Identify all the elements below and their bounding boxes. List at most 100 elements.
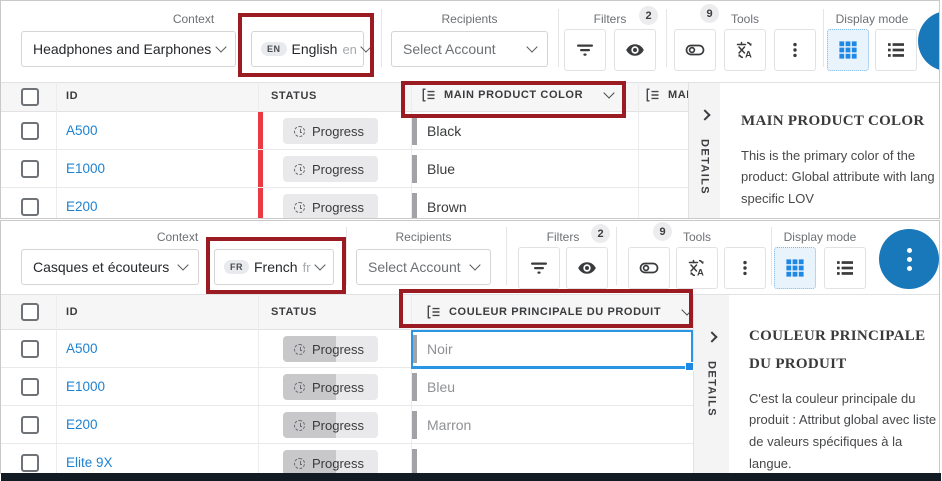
clock-icon (294, 163, 305, 175)
visibility-button[interactable] (566, 247, 608, 289)
row-checkbox[interactable] (21, 378, 39, 396)
color-column-header[interactable]: COULEUR PRINCIPALE DU PRODUIT (426, 304, 693, 319)
chevron-down-icon (314, 259, 326, 271)
recipients-select[interactable]: Select Account (391, 31, 548, 67)
status-text: Progress (312, 417, 365, 433)
dark-footer-bar (1, 473, 941, 481)
column-divider (56, 82, 57, 218)
filter-button[interactable] (518, 247, 560, 289)
id-column-header[interactable]: ID (66, 90, 79, 102)
grid-view-button[interactable] (827, 29, 869, 71)
clock-icon (294, 201, 305, 213)
chevron-down-icon (360, 41, 372, 53)
status-text: Progress (312, 199, 365, 215)
color-column-header[interactable]: MAIN PRODUCT COLOR (421, 87, 615, 102)
status-badge: Progress (283, 194, 378, 218)
product-id-link[interactable]: A500 (66, 341, 98, 356)
select-all-checkbox[interactable] (21, 303, 39, 321)
more-options-button[interactable] (774, 29, 816, 71)
filter-button[interactable] (564, 29, 606, 71)
locale-flag-badge: EN (261, 42, 287, 56)
details-panel: COULEUR PRINCIPALE DU PRODUIT C'est la c… (729, 294, 939, 473)
translate-button[interactable] (724, 29, 766, 71)
color-column-header-label: MAIN PRODUCT COLOR (444, 89, 584, 101)
filter-icon (575, 40, 595, 60)
status-badge: Progress (283, 118, 378, 144)
link-toggle-button[interactable] (674, 29, 716, 71)
link-toggle-button[interactable] (628, 247, 670, 289)
filters-label: Filters (546, 230, 580, 244)
id-column-header[interactable]: ID (66, 306, 79, 318)
color-cell[interactable]: Marron (427, 417, 472, 433)
product-id-link[interactable]: A500 (66, 123, 98, 138)
locale-name: English (291, 41, 338, 57)
list-view-button[interactable] (824, 247, 866, 289)
table-header-row (1, 294, 693, 330)
row-checkbox[interactable] (21, 160, 39, 178)
grid-view-icon (838, 40, 858, 60)
grid-panel-french: Context Casques et écouteurs FR French f… (0, 220, 940, 474)
color-cell[interactable]: Brown (427, 199, 467, 215)
row-checkbox[interactable] (21, 198, 39, 216)
status-text: Progress (312, 123, 365, 139)
row-checkbox[interactable] (21, 416, 39, 434)
cell-indicator-bar (412, 449, 417, 473)
recipients-select[interactable]: Select Account (356, 249, 491, 285)
context-select[interactable]: Casques et écouteurs (21, 249, 199, 285)
details-title: MAIN PRODUCT COLOR (741, 113, 925, 129)
clock-icon (294, 125, 305, 137)
list-view-button[interactable] (875, 29, 917, 71)
color-cell[interactable]: Blue (427, 161, 456, 177)
table-row: A500 Progress Black (1, 112, 688, 150)
toolbar-divider (558, 9, 559, 67)
locale-flag-badge: FR (224, 260, 249, 274)
product-id-link[interactable]: Elite 9X (66, 455, 113, 470)
translate-button[interactable] (676, 247, 718, 289)
row-checkbox[interactable] (21, 122, 39, 140)
column-divider (638, 82, 639, 218)
cell-indicator-bar (412, 193, 417, 218)
status-badge: Progress (283, 336, 378, 362)
color-cell[interactable]: Noir (427, 341, 453, 357)
floating-action-button[interactable] (879, 229, 939, 289)
product-id-link[interactable]: E1000 (66, 161, 106, 176)
details-tab-label[interactable]: DETAILS (698, 139, 711, 196)
cell-indicator-bar (412, 411, 417, 439)
status-column-header[interactable]: STATUS (271, 306, 317, 318)
product-id-link[interactable]: E200 (66, 199, 98, 214)
color-cell[interactable]: Bleu (427, 379, 456, 395)
column-divider (258, 294, 259, 473)
select-all-checkbox[interactable] (21, 88, 39, 106)
context-select[interactable]: Headphones and Earphones (21, 31, 236, 67)
table-row: E1000 Progress Blue (1, 150, 688, 188)
link-toggle-icon (639, 258, 659, 278)
row-checkbox[interactable] (21, 454, 39, 472)
status-column-header[interactable]: STATUS (271, 90, 317, 102)
tools-label: Tools (730, 12, 759, 26)
color-cell[interactable]: Black (427, 123, 462, 139)
grid-panel-english: Context Headphones and Earphones EN Engl… (0, 0, 940, 219)
recipients-value: Select Account (403, 41, 496, 57)
product-id-link[interactable]: E200 (66, 417, 98, 432)
floating-action-button[interactable] (918, 11, 939, 71)
color-column-header-label: COULEUR PRINCIPALE DU PRODUIT (449, 306, 662, 318)
cell-indicator-bar (412, 373, 417, 401)
grid-view-button[interactable] (774, 247, 816, 289)
toolbar-divider (506, 227, 507, 285)
chevron-right-icon[interactable] (705, 331, 718, 343)
display-mode-label: Display mode (783, 230, 857, 244)
locale-select[interactable]: FR French fr (214, 249, 334, 285)
details-tab-label[interactable]: DETAILS (705, 361, 718, 418)
more-options-button[interactable] (724, 247, 766, 289)
chevron-right-icon[interactable] (698, 109, 711, 121)
link-toggle-icon (685, 40, 705, 60)
locale-select[interactable]: EN English en (251, 31, 372, 67)
attribute-type-icon (421, 88, 436, 102)
product-id-link[interactable]: E1000 (66, 379, 106, 394)
status-text: Progress (312, 379, 365, 395)
locale-name: French (254, 259, 298, 275)
visibility-button[interactable] (614, 29, 656, 71)
toolbar-divider (616, 227, 617, 285)
row-checkbox[interactable] (21, 340, 39, 358)
